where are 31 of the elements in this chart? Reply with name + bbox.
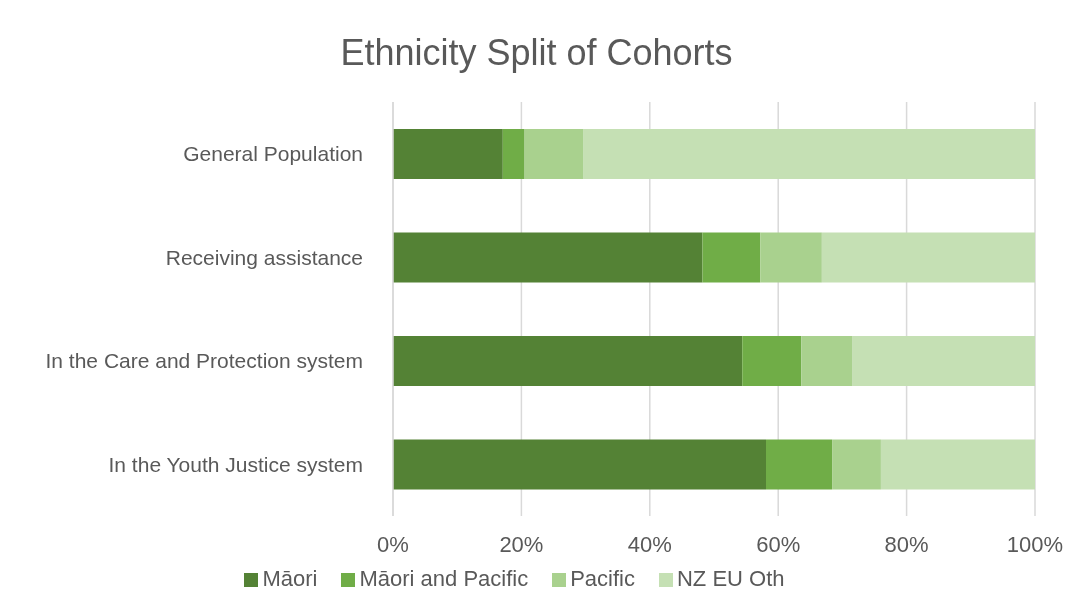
y-tick-label: General Population [183, 142, 363, 166]
bar [393, 232, 703, 283]
bar [832, 439, 881, 490]
bar [821, 232, 1035, 283]
y-tick-label: In the Youth Justice system [108, 452, 363, 476]
y-tick-label: In the Care and Protection system [45, 349, 363, 373]
bar [524, 129, 584, 179]
x-tick-label: 60% [756, 531, 801, 557]
bar [760, 232, 822, 283]
legend-label: Pacific [570, 566, 635, 591]
bar [583, 129, 1035, 179]
x-tick-label: 40% [627, 531, 672, 557]
bar [880, 439, 1035, 490]
bar [801, 336, 853, 386]
bar [742, 336, 802, 386]
x-tick-label: 80% [884, 531, 929, 557]
x-tick-label: 100% [1006, 531, 1064, 557]
bar [766, 439, 833, 490]
bar [393, 439, 766, 490]
x-tick-label: 0% [377, 531, 409, 557]
legend-label: Māori and Pacific [359, 566, 529, 591]
chart-title: Ethnicity Split of Cohorts [339, 31, 734, 75]
x-tick-label: 20% [499, 531, 544, 557]
legend-label: Māori [262, 566, 318, 591]
bar [702, 232, 761, 283]
bar [852, 336, 1035, 386]
y-tick-label: Receiving assistance [165, 245, 363, 269]
bar [393, 129, 503, 179]
legend-label: NZ EU Oth [676, 566, 785, 591]
bar [393, 336, 743, 386]
bar [502, 129, 525, 179]
